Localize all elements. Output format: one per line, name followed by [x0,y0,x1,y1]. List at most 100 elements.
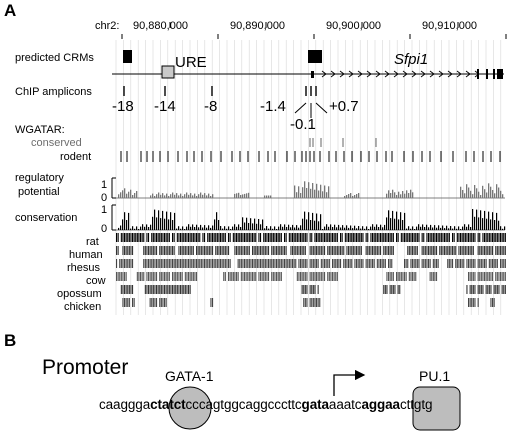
alignment-block-rhesus [183,259,185,268]
alignment-block-rat [504,233,506,242]
alignment-block-rhesus [204,259,206,268]
alignment-block-rhesus [218,259,220,268]
alignment-block-rat [188,233,190,242]
alignment-block-opossum [146,285,148,294]
alignment-block-chicken [311,298,313,307]
alignment-block-rhesus [365,259,367,268]
conservation-signal [462,226,464,230]
alignment-block-rhesus [199,259,201,268]
conservation-signal [298,227,300,230]
alignment-block-cow [138,272,140,281]
alignment-block-human [152,246,154,255]
alignment-block-human [351,246,353,255]
alignment-block-chicken [124,298,126,307]
conservation-scale-zero: 0 [101,223,107,235]
alignment-block-rat [178,233,180,242]
regulatory-signal [474,185,476,198]
alignment-block-rat [333,233,335,242]
alignment-block-rhesus [500,259,502,268]
conservation-signal [410,228,412,230]
alignment-block-human [215,246,217,255]
conservation-signal [148,227,150,230]
regulatory-signal [154,196,156,198]
alignment-block-cow [188,272,190,281]
regulatory-signal [298,186,300,198]
alignment-block-human [386,246,388,255]
alignment-block-rat [207,233,209,242]
alignment-block-rat [130,233,132,242]
alignment-block-human [167,246,169,255]
alignment-block-human [463,246,465,255]
alignment-block-opossum [125,285,127,294]
alignment-block-human [282,246,284,255]
alignment-block-rhesus [264,259,266,268]
alignment-block-human [253,246,255,255]
alignment-block-human [501,246,503,255]
alignment-block-rat [125,233,127,242]
regulatory-signal [318,190,320,198]
alignment-block-rhesus [250,259,252,268]
conservation-signal [482,218,484,230]
conservation-signal [368,229,370,230]
alignment-block-rat [432,233,434,242]
alignment-block-opossum [488,285,490,294]
conservation-signal [454,226,456,230]
alignment-block-opossum [168,285,170,294]
regulatory-signal [344,196,346,198]
alignment-block-cow [309,272,311,281]
regulatory-signal [400,194,402,198]
alignment-block-rhesus [356,259,358,268]
alignment-block-rat [176,233,178,242]
alignment-block-opossum [490,285,492,294]
alignment-block-human [144,246,146,255]
alignment-block-rat [239,233,241,242]
gene-arrow [321,70,327,78]
alignment-block-chicken [492,298,494,307]
conservation-signal [270,226,272,230]
alignment-block-rat [279,233,281,242]
regulatory-signal [502,194,504,198]
alignment-block-opossum [394,285,396,294]
conservation-signal [452,228,454,230]
alignment-block-cow [248,272,250,281]
sequence-part-4: cttgtg [399,397,433,412]
conservation-signal [384,224,386,230]
alignment-block-human [170,246,172,255]
alignment-block-rhesus [380,259,382,268]
alignment-block-rhesus [472,259,474,268]
alignment-block-rat [485,233,487,242]
alignment-block-rhesus [197,259,199,268]
alignment-block-rhesus [466,259,468,268]
alignment-block-rhesus [284,259,286,268]
conservation-signal [246,217,248,230]
regulatory-signal [160,194,162,198]
alignment-block-human [316,246,318,255]
alignment-block-human [447,246,449,255]
alignment-block-human [245,246,247,255]
alignment-block-rat [487,233,489,242]
alignment-block-human [407,246,409,255]
alignment-block-rat [388,233,390,242]
alignment-block-chicken [159,298,161,307]
conservation-signal [240,227,242,230]
regulatory-signal [234,193,236,198]
alignment-block-rhesus [210,259,212,268]
alignment-block-rhesus [292,259,294,268]
conservation-signal [416,226,418,230]
alignment-block-rhesus [154,259,156,268]
alignment-block-rhesus [168,259,170,268]
alignment-block-cow [482,272,484,281]
alignment-block-rat [160,233,162,242]
alignment-block-cow [405,272,407,281]
alignment-block-cow [160,272,162,281]
pu1-site-sequence: aggaa [361,397,400,412]
alignment-block-opossum [301,285,303,294]
panel-b-label: B [4,331,17,350]
conservation-signal [258,219,260,230]
alignment-block-rhesus [277,259,279,268]
conservation-signal [140,226,142,230]
regulatory-signal [494,193,496,198]
alignment-block-human [490,246,492,255]
alignment-block-rhesus [428,259,430,268]
alignment-block-human [234,246,236,255]
